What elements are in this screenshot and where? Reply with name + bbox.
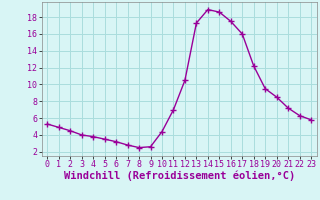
X-axis label: Windchill (Refroidissement éolien,°C): Windchill (Refroidissement éolien,°C) bbox=[64, 171, 295, 181]
